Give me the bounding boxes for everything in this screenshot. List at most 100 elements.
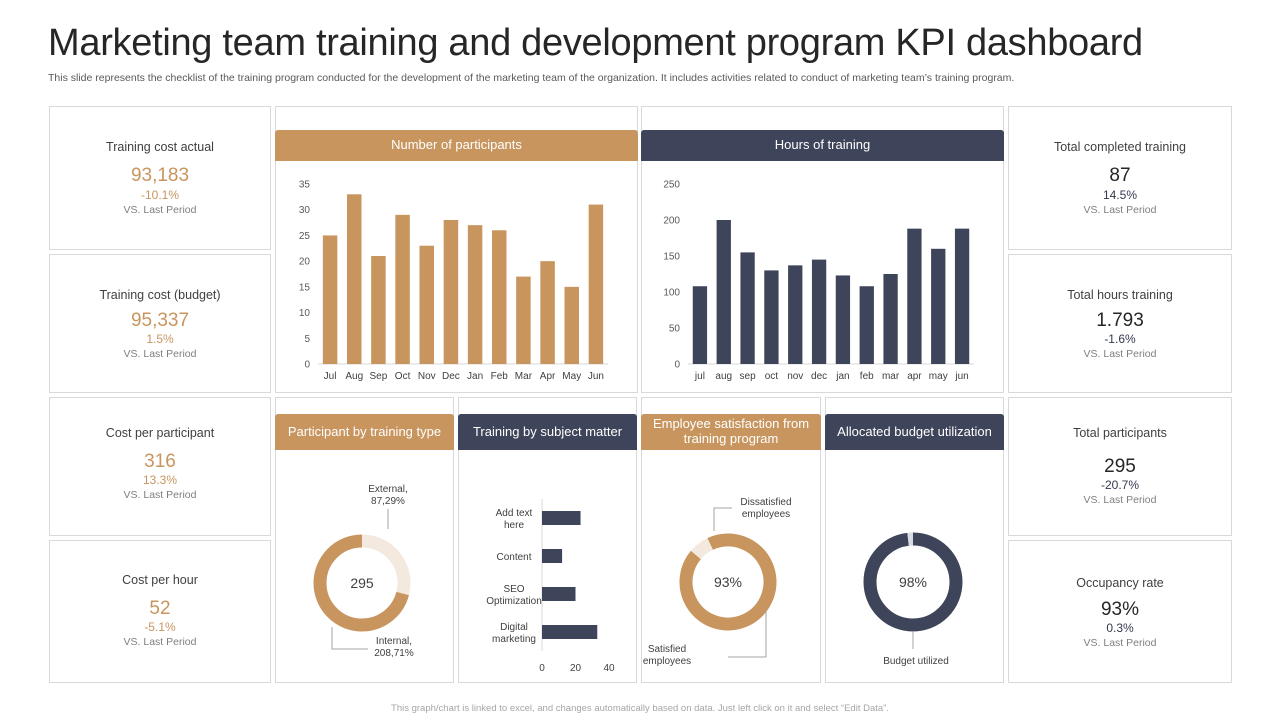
footer-note: This graph/chart is linked to excel, and… — [391, 703, 889, 714]
category-label: Content — [496, 552, 531, 563]
kpi-vs-label: VS. Last Period — [123, 636, 197, 648]
slice-label: Internal, — [376, 636, 412, 647]
kpi-occupancy-rate: Occupancy rate 93% 0.3% VS. Last Period — [1008, 540, 1232, 683]
bar — [347, 194, 362, 364]
kpi-training-cost-budget: Training cost (budget) 95,337 1.5% VS. L… — [49, 254, 271, 393]
bar — [859, 286, 874, 364]
donut-slice — [679, 533, 777, 631]
x-tick-label: Dec — [442, 371, 460, 382]
kpi-change: 1.5% — [146, 332, 174, 346]
y-tick-label: 10 — [299, 308, 311, 319]
kpi-total-participants: Total participants 295 -20.7% VS. Last P… — [1008, 397, 1232, 536]
x-tick-label: Oct — [395, 371, 411, 382]
kpi-change: 14.5% — [1102, 188, 1138, 202]
y-tick-label: 250 — [663, 180, 680, 191]
x-tick-label: Aug — [345, 371, 363, 382]
category-label: SEO — [503, 584, 524, 595]
bar — [835, 275, 851, 364]
budget-donut-chart: 98% Budget utilized — [863, 532, 963, 667]
bar — [542, 511, 581, 525]
y-tick-label: 35 — [299, 180, 311, 191]
kpi-value: 52 — [149, 598, 171, 619]
y-tick-label: 25 — [299, 231, 311, 242]
y-tick-label: 0 — [304, 360, 310, 371]
x-tick-label: Mar — [515, 371, 533, 382]
bar — [716, 220, 731, 364]
y-tick-label: 20 — [299, 257, 311, 268]
participants-bar-chart: 0 5 10 15 20 25 30 35 Jul Aug Sep Oct Nov Dec Jan Feb Ma… — [299, 180, 608, 382]
kpi-value: 95,337 — [130, 310, 190, 331]
kpi-change: 0.3% — [1106, 621, 1134, 635]
bar — [954, 228, 970, 364]
donut-slice — [313, 534, 411, 632]
kpi-value: 93,183 — [130, 165, 190, 186]
kpi-vs-label: VS. Last Period — [1083, 494, 1157, 506]
x-tick-label: Jan — [467, 371, 483, 382]
satisfaction-donut-chart: 93%DissatisfiedemployeesSatisfiedemploye… — [643, 497, 792, 667]
training-type-header: Participant by training type — [275, 414, 454, 450]
x-tick-label: Feb — [491, 371, 509, 382]
slice-label: Dissatisfied — [740, 497, 791, 508]
bar — [564, 286, 579, 364]
bar — [542, 549, 563, 563]
satisfaction-header: Employee satisfaction from training prog… — [641, 414, 821, 450]
category-label: Digital — [500, 622, 528, 633]
x-tick-label: 0 — [539, 663, 545, 674]
kpi-vs-label: VS. Last Period — [1083, 348, 1157, 360]
y-tick-label: 200 — [663, 216, 680, 227]
x-tick-label: jan — [835, 371, 849, 382]
slice-label: Budget utilized — [883, 656, 949, 667]
kpi-training-cost-actual: Training cost actual 93,183 -10.1% VS. L… — [49, 106, 271, 250]
leader-line — [331, 627, 368, 650]
bar — [811, 259, 827, 364]
x-tick-label: Jun — [588, 371, 604, 382]
bar — [764, 270, 779, 364]
bar — [907, 228, 922, 364]
category-label: marketing — [492, 634, 536, 645]
slice-label: employees — [742, 509, 790, 520]
kpi-label: Total completed training — [1053, 140, 1187, 154]
y-tick-label: 50 — [669, 324, 681, 335]
bar — [371, 256, 386, 364]
category-label: Optimization — [486, 596, 542, 607]
donut-center-label: 295 — [350, 575, 374, 591]
kpi-vs-label: VS. Last Period — [123, 204, 197, 216]
y-tick-label: 15 — [299, 282, 311, 293]
page-subtitle: This slide represents the checklist of t… — [48, 72, 1015, 84]
x-tick-label: may — [929, 371, 948, 382]
y-tick-label: 100 — [663, 288, 680, 299]
kpi-label: Occupancy rate — [1076, 576, 1164, 590]
donut-center-label: 98% — [899, 574, 927, 590]
x-tick-label: feb — [860, 371, 874, 382]
x-tick-label: apr — [907, 371, 922, 382]
kpi-label: Cost per hour — [122, 573, 198, 587]
bar — [419, 245, 434, 364]
kpi-total-hours-training: Total hours training 1.793 -1.6% VS. Las… — [1008, 254, 1232, 393]
kpi-vs-label: VS. Last Period — [1083, 204, 1157, 216]
donut-slice — [863, 532, 963, 632]
donut-center-label: 93% — [714, 574, 742, 590]
x-tick-label: nov — [787, 371, 803, 382]
x-tick-label: Sep — [370, 371, 388, 382]
bar — [443, 220, 459, 364]
slice-label: 87,29% — [371, 496, 405, 507]
bar — [588, 204, 604, 364]
bar — [516, 276, 531, 364]
kpi-label: Total participants — [1073, 426, 1167, 440]
kpi-label: Training cost actual — [106, 140, 214, 154]
budget-header: Allocated budget utilization — [825, 414, 1004, 450]
bar — [931, 248, 946, 364]
subject-matter-header: Training by subject matter — [458, 414, 637, 450]
training-type-donut-chart: 295 External,87,29% Internal,208,71% — [313, 484, 414, 659]
x-tick-label: May — [562, 371, 581, 382]
kpi-change: -1.6% — [1104, 332, 1136, 346]
x-tick-label: sep — [740, 371, 757, 382]
kpi-value: 316 — [144, 451, 176, 472]
bar — [542, 625, 598, 639]
kpi-value: 295 — [1104, 456, 1136, 477]
x-tick-label: Nov — [418, 371, 436, 382]
kpi-change: -5.1% — [144, 620, 176, 634]
kpi-cost-per-participant: Cost per participant 316 13.3% VS. Last … — [49, 397, 271, 536]
kpi-vs-label: VS. Last Period — [123, 348, 197, 360]
